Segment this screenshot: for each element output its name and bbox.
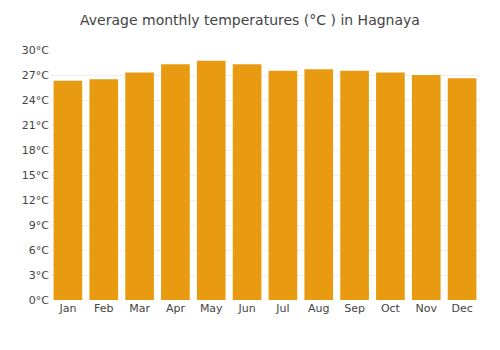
svg-text:30°C: 30°C xyxy=(22,44,49,57)
svg-text:18°C: 18°C xyxy=(22,144,49,157)
svg-text:Apr: Apr xyxy=(166,302,186,315)
svg-text:27°C: 27°C xyxy=(22,69,49,82)
svg-text:0°C: 0°C xyxy=(29,294,49,307)
svg-text:Aug: Aug xyxy=(308,302,329,315)
svg-text:3°C: 3°C xyxy=(29,269,49,282)
svg-text:Nov: Nov xyxy=(416,302,438,315)
svg-text:6°C: 6°C xyxy=(29,244,49,257)
svg-text:Jan: Jan xyxy=(58,302,76,315)
svg-text:Jul: Jul xyxy=(275,302,289,315)
svg-text:Dec: Dec xyxy=(451,302,472,315)
svg-text:Feb: Feb xyxy=(94,302,113,315)
svg-text:15°C: 15°C xyxy=(22,169,49,182)
svg-text:24°C: 24°C xyxy=(22,94,49,107)
svg-text:Sep: Sep xyxy=(344,302,365,315)
svg-text:21°C: 21°C xyxy=(22,119,49,132)
svg-text:Mar: Mar xyxy=(129,302,150,315)
svg-text:Average monthly temperatures (: Average monthly temperatures (°C ) in Ha… xyxy=(80,12,420,28)
svg-text:9°C: 9°C xyxy=(29,219,49,232)
svg-text:May: May xyxy=(200,302,223,315)
svg-text:12°C: 12°C xyxy=(22,194,49,207)
svg-text:Jun: Jun xyxy=(237,302,255,315)
svg-text:Oct: Oct xyxy=(381,302,401,315)
